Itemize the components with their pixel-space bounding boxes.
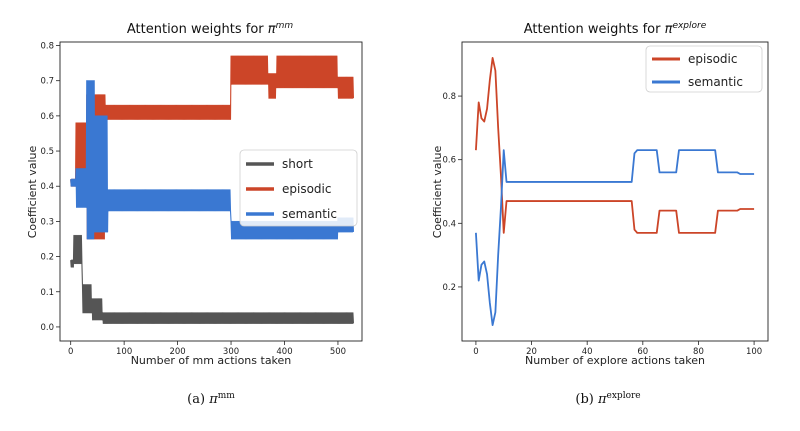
chart-b-title: Attention weights for πexplore	[524, 21, 707, 37]
chart-b-xtick-label: 100	[746, 347, 762, 357]
chart-a-ytick-label: 0.7	[40, 77, 54, 87]
legend-episodic-label: episodic	[688, 52, 737, 66]
chart-a-legend: short episodic semantic	[239, 149, 358, 227]
chart-a-ytick-label: 0.0	[40, 323, 54, 333]
chart-a-ytick-label: 0.5	[40, 147, 54, 157]
chart-b-ytick-label: 0.2	[442, 283, 456, 293]
series-semantic-line	[475, 149, 755, 327]
chart-b-caption: (b) πexplore	[575, 391, 640, 407]
chart-a-xtick-label: 500	[330, 347, 346, 357]
chart-a-xtick-label: 100	[116, 347, 132, 357]
chart-b-frame	[461, 41, 769, 342]
chart-a-xtick-label: 200	[169, 347, 185, 357]
legend-episodic-label: episodic	[282, 182, 331, 196]
series-semantic-line	[70, 80, 354, 240]
chart-a-xtick-label: 0	[68, 347, 73, 357]
chart-b-legend: episodic semantic	[645, 45, 763, 93]
chart-b-ylabel: Coefficient value	[431, 146, 444, 239]
chart-a-ytick-label: 0.2	[40, 253, 54, 263]
series-short-line	[70, 234, 354, 324]
series-episodic-line	[70, 55, 354, 240]
chart-b-ytick-label: 0.8	[442, 92, 456, 102]
chart-a-series	[70, 55, 354, 324]
chart-b-xtick-label: 20	[526, 347, 537, 357]
chart-a-title: Attention weights for πmm	[127, 21, 293, 37]
chart-a-ytick-label: 0.3	[40, 217, 54, 227]
chart-a-ytick-label: 0.6	[40, 112, 54, 122]
chart-b-series	[475, 57, 755, 327]
chart-a-caption: (a) πmm	[187, 391, 235, 407]
legend-short-label: short	[282, 157, 313, 171]
chart-b-xlabel: Number of explore actions taken	[525, 354, 705, 367]
chart-b-ytick-label: 0.4	[442, 219, 456, 229]
chart-a-ylabel: Coefficient value	[26, 146, 39, 239]
chart-a-xlabel: Number of mm actions taken	[131, 354, 292, 367]
chart-b-xtick-label: 80	[693, 347, 704, 357]
legend-semantic-label: semantic	[282, 207, 337, 221]
series-episodic-line	[475, 57, 755, 234]
chart-a-xtick-label: 400	[276, 347, 292, 357]
chart-b-xtick-label: 0	[473, 347, 478, 357]
chart-b-ytick-label: 0.6	[442, 156, 456, 166]
chart-a-ytick-label: 0.1	[40, 288, 54, 298]
legend-semantic-label: semantic	[688, 75, 743, 89]
chart-a-frame	[59, 41, 363, 342]
chart-a: Attention weights for πmm 0 100 200 300 400 5…	[26, 21, 363, 407]
chart-a-ytick-label: 0.4	[40, 182, 54, 192]
chart-a-xtick-label: 300	[223, 347, 239, 357]
chart-b: Attention weights for πexplore 0 20 40 60 80…	[431, 21, 769, 407]
chart-b-xtick-label: 40	[582, 347, 593, 357]
chart-a-ytick-label: 0.8	[40, 42, 54, 52]
chart-b-xtick-label: 60	[637, 347, 648, 357]
